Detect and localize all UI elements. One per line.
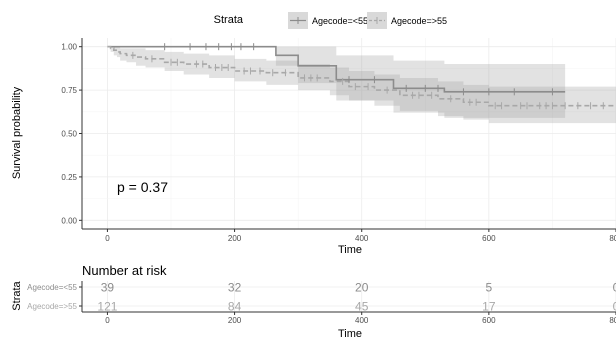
risk-y-title: Strata — [11, 280, 23, 310]
legend: Strata Agecode=<55 Agecode=>55 — [214, 12, 447, 29]
risk-x-ticks: 0 200 400 600 800 — [105, 312, 616, 325]
survival-curve-1 — [107, 45, 616, 107]
x-tick-label-2: 400 — [355, 234, 369, 243]
x-axis-title: Time — [338, 244, 362, 256]
survival-curve-0 — [107, 45, 566, 93]
risk-values: 39 32 20 5 0 121 84 45 17 0 — [97, 281, 616, 314]
legend-title: Strata — [214, 14, 244, 26]
y-tick-label-0: 0.00 — [61, 216, 77, 225]
survival-curves — [107, 45, 616, 107]
y-tick-label-2: 0.50 — [61, 130, 77, 139]
legend-label-gt55: Agecode=>55 — [391, 16, 447, 26]
risk-value-0-2: 20 — [355, 281, 369, 295]
y-tick-label-1: 0.25 — [61, 173, 77, 182]
p-value-annotation: p = 0.37 — [117, 179, 168, 195]
x-tick-label-1: 200 — [228, 234, 242, 243]
risk-value-0-0: 39 — [101, 281, 115, 295]
risk-grid — [82, 281, 616, 312]
risk-row-labels: Agecode=<55 Agecode=>55 — [27, 283, 82, 311]
risk-x-title: Time — [338, 328, 362, 337]
risk-value-1-0: 121 — [97, 300, 117, 314]
risk-row-label-1: Agecode=>55 — [27, 302, 77, 311]
y-axis-ticks: 0.00 0.25 0.50 0.75 1.00 — [61, 43, 82, 225]
risk-x-tick-label-1: 200 — [228, 316, 242, 325]
risk-row-label-0: Agecode=<55 — [27, 283, 77, 292]
risk-x-tick-label-3: 600 — [482, 316, 496, 325]
risk-value-0-4: 0 — [613, 281, 616, 295]
survival-plot: 0.00 0.25 0.50 0.75 1.00 0 200 400 600 800 p = 0… — [11, 38, 616, 256]
risk-x-tick-label-0: 0 — [105, 316, 110, 325]
risk-value-0-3: 5 — [486, 281, 493, 295]
x-tick-label-4: 800 — [609, 234, 616, 243]
ci-band-1 — [107, 46, 616, 124]
x-tick-label-3: 600 — [482, 234, 496, 243]
x-tick-label-0: 0 — [105, 234, 110, 243]
risk-value-1-2: 45 — [355, 300, 369, 314]
censor-marks — [132, 43, 604, 110]
risk-x-tick-label-4: 800 — [609, 316, 616, 325]
y-axis-title: Survival probability — [11, 86, 23, 179]
risk-value-1-4: 0 — [613, 300, 616, 314]
risk-table-title: Number at risk — [82, 263, 167, 278]
y-tick-label-3: 0.75 — [61, 86, 77, 95]
risk-value-1-3: 17 — [482, 300, 496, 314]
risk-x-tick-label-2: 400 — [355, 316, 369, 325]
legend-label-lt55: Agecode=<55 — [312, 16, 368, 26]
risk-value-0-1: 32 — [228, 281, 242, 295]
risk-value-1-1: 84 — [228, 300, 242, 314]
y-tick-label-4: 1.00 — [61, 43, 77, 52]
risk-table: Number at risk Agecode=<55 Agecode=>55 39… — [11, 263, 616, 337]
x-axis-ticks: 0 200 400 600 800 — [105, 229, 616, 243]
